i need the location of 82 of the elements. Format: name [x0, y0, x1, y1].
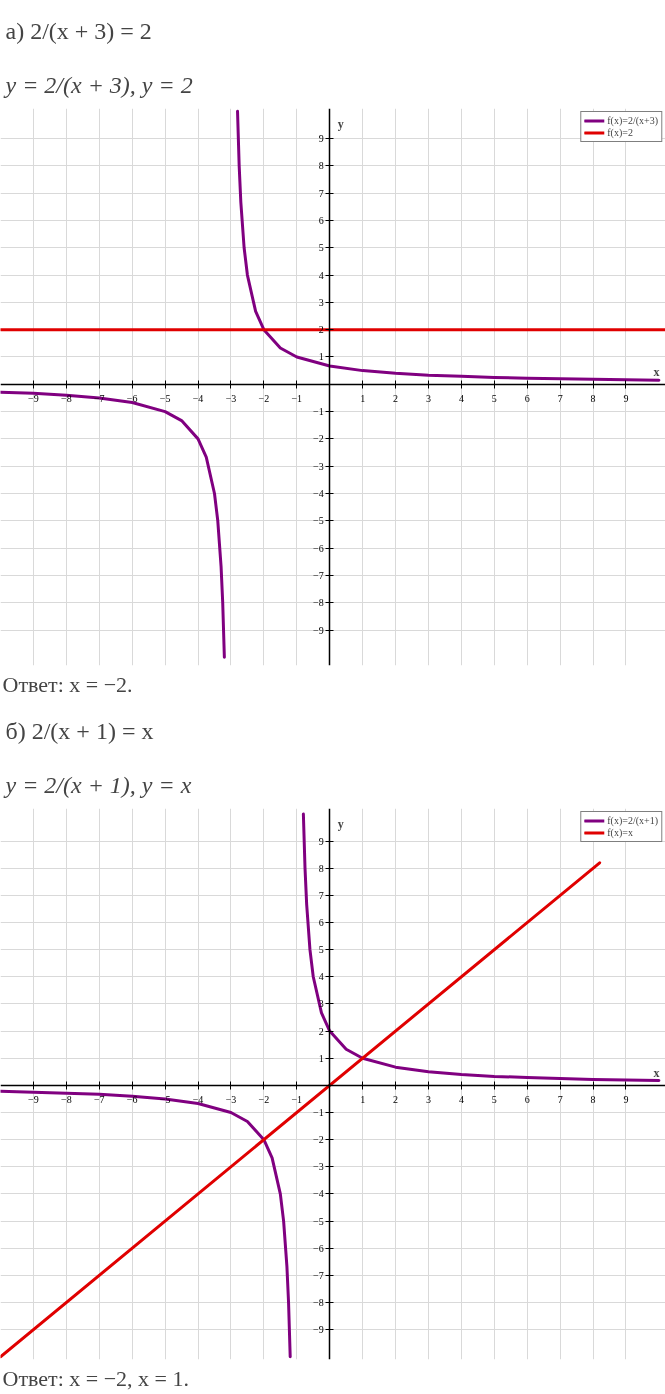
x-tick-label: 4: [458, 1094, 464, 1106]
y-axis-title: y: [337, 116, 344, 131]
y-tick-label: −9: [313, 624, 324, 636]
y-tick-label: −3: [313, 1161, 324, 1173]
x-tick-label: 8: [590, 1094, 596, 1106]
y-tick-label: 9: [318, 835, 324, 847]
y-tick-label: −6: [313, 542, 324, 554]
x-tick-label: −8: [61, 1094, 72, 1106]
x-axis-title: x: [653, 365, 660, 380]
y-tick-label: −3: [313, 460, 324, 472]
y-tick-label: −1: [313, 1107, 324, 1118]
x-tick-label: 4: [458, 393, 464, 405]
y-tick-label: 1: [318, 1052, 324, 1064]
chart-title: а) 2/(x + 3) = 2: [5, 17, 152, 44]
y-tick-label: −4: [313, 1188, 324, 1200]
x-tick-label: −7: [93, 393, 105, 405]
x-tick-label: −3: [225, 1094, 237, 1106]
y-tick-label: 2: [318, 1025, 324, 1037]
y-tick-label: 9: [318, 133, 324, 145]
x-axis-title: x: [653, 1066, 660, 1081]
y-tick-label: 3: [318, 296, 324, 308]
x-tick-label: −3: [225, 393, 237, 405]
x-tick-label: −1: [291, 1094, 303, 1106]
legend-label: f(x)=x: [607, 827, 633, 838]
y-tick-label: 6: [318, 917, 324, 928]
x-tick-label: 1: [360, 1094, 366, 1106]
legend-label: f(x)=2/(x+3): [607, 115, 658, 126]
y-tick-label: −5: [313, 1215, 324, 1227]
x-tick-label: −1: [291, 393, 303, 405]
legend-label: f(x)=2/(x+1): [607, 815, 658, 826]
chart-subtitle: y = 2/(x + 3), y = 2: [3, 71, 193, 98]
y-tick-label: −9: [313, 1324, 324, 1336]
y-tick-label: 4: [318, 971, 324, 983]
x-tick-label: 2: [393, 393, 399, 405]
x-tick-label: 8: [590, 393, 596, 405]
x-tick-label: 5: [491, 1094, 497, 1106]
x-tick-label: 1: [360, 393, 366, 405]
x-tick-label: 7: [557, 1094, 563, 1106]
x-tick-label: −4: [192, 393, 204, 405]
y-tick-label: 6: [318, 214, 324, 226]
y-tick-label: −2: [313, 433, 324, 445]
y-axis-title: y: [337, 816, 344, 831]
x-tick-label: 6: [524, 393, 530, 405]
y-tick-label: 4: [318, 269, 324, 281]
x-tick-label: 3: [425, 393, 431, 405]
x-tick-label: 6: [524, 1094, 530, 1106]
x-tick-label: −2: [258, 393, 270, 405]
y-tick-label: −8: [313, 1297, 324, 1308]
x-tick-label: 2: [393, 1094, 399, 1106]
y-tick-label: −8: [313, 597, 324, 609]
x-tick-label: −7: [93, 1094, 105, 1106]
x-tick-label: 9: [623, 1094, 629, 1106]
chart-title: б) 2/(x + 1) = x: [5, 717, 154, 744]
x-tick-label: 5: [491, 393, 497, 405]
x-tick-label: 9: [623, 393, 629, 405]
y-tick-label: 5: [318, 944, 324, 956]
text: Ответ: x = −2.: [2, 671, 133, 697]
x-tick-label: −5: [159, 1094, 171, 1106]
y-tick-label: −5: [313, 515, 324, 527]
text: Ответ: x = −2, x = 1.: [2, 1365, 189, 1391]
x-tick-label: 7: [557, 393, 563, 405]
y-tick-label: 7: [318, 889, 324, 901]
y-tick-label: −1: [313, 406, 324, 418]
y-tick-label: 8: [318, 862, 324, 874]
x-tick-label: −5: [159, 393, 171, 405]
y-tick-label: −4: [313, 487, 324, 499]
x-tick-label: 3: [425, 1094, 431, 1106]
y-tick-label: 2: [318, 324, 324, 336]
y-tick-label: 3: [318, 998, 324, 1010]
y-tick-label: −2: [313, 1134, 324, 1146]
y-tick-label: −7: [313, 569, 324, 581]
y-tick-label: 7: [318, 187, 324, 199]
y-tick-label: −7: [313, 1269, 324, 1281]
x-tick-label: −2: [258, 1094, 270, 1106]
legend-label: f(x)=2: [607, 127, 633, 138]
chart-subtitle: y = 2/(x + 1), y = x: [3, 771, 192, 798]
x-tick-label: −9: [28, 1094, 39, 1106]
y-tick-label: 5: [318, 242, 324, 254]
y-tick-label: −6: [313, 1242, 324, 1254]
y-tick-label: 8: [318, 160, 324, 172]
y-tick-label: 1: [318, 351, 324, 363]
x-tick-label: −9: [28, 393, 39, 405]
